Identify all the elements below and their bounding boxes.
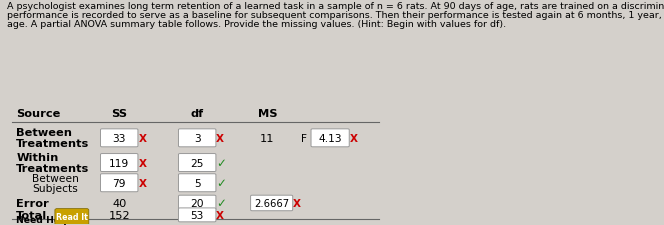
Text: X: X: [350, 133, 358, 143]
Text: 4.13: 4.13: [318, 133, 342, 143]
Text: 11: 11: [260, 133, 275, 143]
Text: Error: Error: [17, 198, 49, 208]
Text: ✓: ✓: [216, 176, 226, 189]
Text: X: X: [293, 198, 301, 208]
FancyBboxPatch shape: [179, 208, 216, 222]
Text: Between: Between: [17, 128, 72, 138]
Text: performance is recorded to serve as a baseline for subsequent comparisons. Then : performance is recorded to serve as a ba…: [7, 11, 664, 20]
Text: 2.6667: 2.6667: [254, 198, 290, 208]
FancyBboxPatch shape: [179, 174, 216, 192]
Text: 40: 40: [112, 198, 126, 208]
Text: Between: Between: [32, 173, 79, 183]
Text: Read It: Read It: [56, 212, 88, 221]
FancyBboxPatch shape: [100, 174, 138, 192]
Text: 152: 152: [108, 210, 130, 220]
Text: 119: 119: [109, 158, 129, 168]
FancyBboxPatch shape: [179, 195, 216, 211]
Text: age. A partial ANOVA summary table follows. Provide the missing values. (Hint: B: age. A partial ANOVA summary table follo…: [7, 20, 506, 29]
Text: 33: 33: [112, 133, 126, 143]
FancyBboxPatch shape: [179, 129, 216, 147]
Text: SS: SS: [111, 109, 127, 119]
Text: X: X: [138, 158, 146, 168]
Text: 20: 20: [191, 198, 204, 208]
Text: MS: MS: [258, 109, 277, 119]
Text: Treatments: Treatments: [17, 139, 90, 149]
FancyBboxPatch shape: [100, 154, 138, 172]
FancyBboxPatch shape: [179, 154, 216, 172]
Text: Need Help?: Need Help?: [17, 215, 76, 224]
Text: ✓: ✓: [216, 197, 226, 209]
Text: Within: Within: [17, 152, 58, 162]
FancyBboxPatch shape: [250, 195, 293, 211]
Text: 5: 5: [194, 178, 201, 188]
Text: X: X: [138, 133, 146, 143]
Text: A psychologist examines long term retention of a learned task in a sample of n =: A psychologist examines long term retent…: [7, 2, 664, 11]
Text: Total: Total: [17, 210, 48, 220]
FancyBboxPatch shape: [55, 209, 89, 225]
FancyBboxPatch shape: [311, 129, 349, 147]
Text: Treatments: Treatments: [17, 163, 90, 173]
Text: F =: F =: [301, 133, 319, 143]
Text: ✓: ✓: [216, 156, 226, 169]
Text: 3: 3: [194, 133, 201, 143]
Text: 53: 53: [191, 210, 204, 220]
Text: Source: Source: [17, 109, 60, 119]
Text: Subjects: Subjects: [32, 183, 78, 193]
Text: X: X: [216, 133, 224, 143]
Text: 79: 79: [112, 178, 126, 188]
Text: X: X: [138, 178, 146, 188]
Text: 25: 25: [191, 158, 204, 168]
Text: X: X: [216, 210, 224, 220]
FancyBboxPatch shape: [100, 129, 138, 147]
Text: df: df: [191, 109, 204, 119]
